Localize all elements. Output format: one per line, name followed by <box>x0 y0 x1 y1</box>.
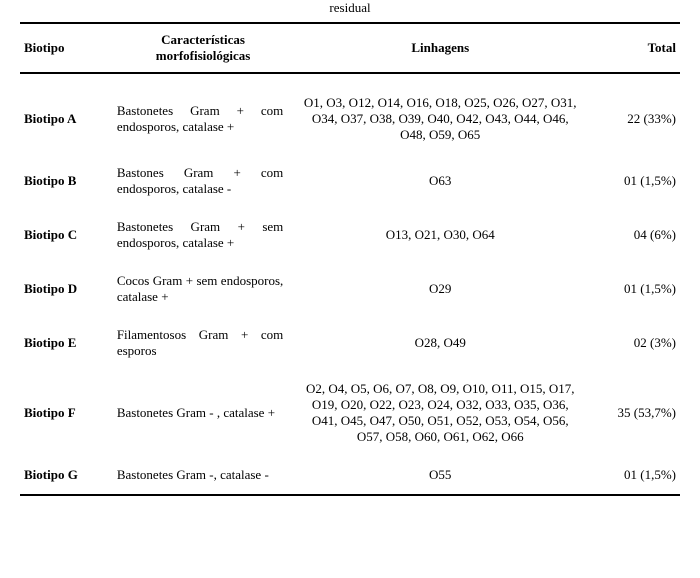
cell-total: 01 (1,5%) <box>587 154 680 208</box>
cell-linhagens: O28, O49 <box>293 316 587 370</box>
cell-linhagens: O55 <box>293 456 587 495</box>
cell-biotipo: Biotipo A <box>20 84 113 154</box>
table-row: Biotipo D Cocos Gram + sem endosporos, c… <box>20 262 680 316</box>
header-linhagens: Linhagens <box>293 23 587 73</box>
cell-linhagens: O1, O3, O12, O14, O16, O18, O25, O26, O2… <box>293 84 587 154</box>
cell-caracteristicas: Bastonetes Gram -, catalase - <box>113 456 293 495</box>
table-row: Biotipo B Bastones Gram + com endosporos… <box>20 154 680 208</box>
header-biotipo: Biotipo <box>20 23 113 73</box>
cell-biotipo: Biotipo F <box>20 370 113 456</box>
cell-total: 22 (33%) <box>587 84 680 154</box>
cell-linhagens: O13, O21, O30, O64 <box>293 208 587 262</box>
cell-caracteristicas: Filamentosos Gram + com esporos <box>113 316 293 370</box>
table-row: Biotipo E Filamentosos Gram + com esporo… <box>20 316 680 370</box>
cell-caracteristicas: Bastones Gram + com endosporos, catalase… <box>113 154 293 208</box>
header-total: Total <box>587 23 680 73</box>
cell-biotipo: Biotipo G <box>20 456 113 495</box>
cell-total: 01 (1,5%) <box>587 262 680 316</box>
cell-biotipo: Biotipo C <box>20 208 113 262</box>
cell-biotipo: Biotipo D <box>20 262 113 316</box>
header-carac-line1: Características <box>117 32 289 48</box>
cell-caracteristicas: Bastonetes Gram + com endosporos, catala… <box>113 84 293 154</box>
cell-total: 04 (6%) <box>587 208 680 262</box>
cell-caracteristicas: Cocos Gram + sem endosporos, catalase + <box>113 262 293 316</box>
spacer-row <box>20 73 680 84</box>
cell-caracteristicas: Bastonetes Gram - , catalase + <box>113 370 293 456</box>
cell-total: 35 (53,7%) <box>587 370 680 456</box>
biotipo-table: Biotipo Características morfofisiológica… <box>20 22 680 496</box>
table-row: Biotipo G Bastonetes Gram -, catalase - … <box>20 456 680 495</box>
header-carac-line2: morfofisiológicas <box>117 48 289 64</box>
header-caracteristicas: Características morfofisiológicas <box>113 23 293 73</box>
table-row: Biotipo F Bastonetes Gram - , catalase +… <box>20 370 680 456</box>
cell-biotipo: Biotipo B <box>20 154 113 208</box>
cell-total: 01 (1,5%) <box>587 456 680 495</box>
table-row: Biotipo A Bastonetes Gram + com endospor… <box>20 84 680 154</box>
cell-biotipo: Biotipo E <box>20 316 113 370</box>
table-row: Biotipo C Bastonetes Gram + sem endospor… <box>20 208 680 262</box>
cell-linhagens: O63 <box>293 154 587 208</box>
table-header-row: Biotipo Características morfofisiológica… <box>20 23 680 73</box>
cell-linhagens: O29 <box>293 262 587 316</box>
cell-linhagens: O2, O4, O5, O6, O7, O8, O9, O10, O11, O1… <box>293 370 587 456</box>
cell-caracteristicas: Bastonetes Gram + sem endosporos, catala… <box>113 208 293 262</box>
table-caption: residual <box>20 0 680 22</box>
cell-total: 02 (3%) <box>587 316 680 370</box>
